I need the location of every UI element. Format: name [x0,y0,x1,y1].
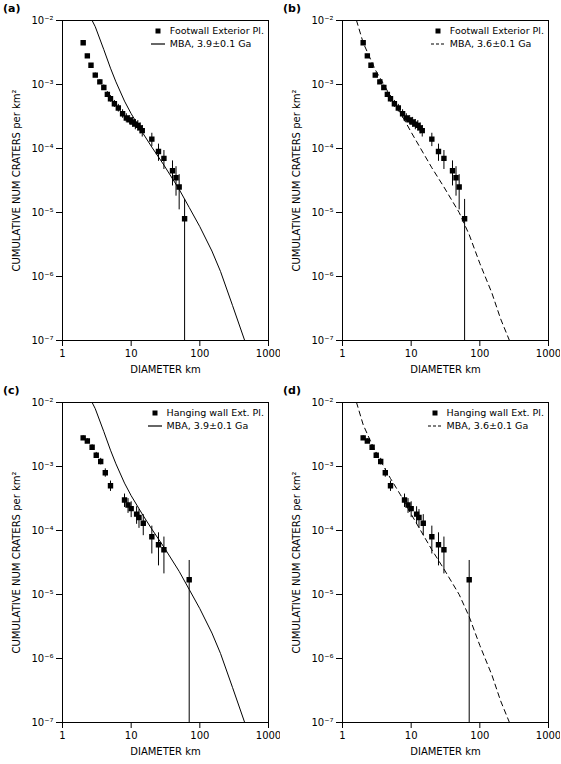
svg-text:10⁻³: 10⁻³ [311,461,333,472]
html-text:(d): (d) [283,384,301,397]
svg-text:100: 100 [190,348,209,359]
html-text:(b): (b) [283,2,301,15]
svg-text:10⁻⁶: 10⁻⁶ [31,653,53,664]
svg-text:10⁻⁶: 10⁻⁶ [31,271,53,282]
html-text:Hanging wall Ext. Pl.: Hanging wall Ext. Pl. [166,407,264,418]
svg-text:1000: 1000 [536,348,560,359]
html-text:MBA, 3.6±0.1 Ga: MBA, 3.6±0.1 Ga [449,38,532,49]
svg-text:10: 10 [405,730,418,741]
svg-text:10: 10 [405,348,418,359]
svg-text:1000: 1000 [536,730,560,741]
svg-text:10⁻⁷: 10⁻⁷ [311,717,333,728]
svg-text:CUMULATIVE NUM CRATERS per km²: CUMULATIVE NUM CRATERS per km² [11,90,22,272]
svg-text:10⁻²: 10⁻² [31,15,53,26]
svg-text:10⁻⁵: 10⁻⁵ [31,589,53,600]
svg-text:10⁻²: 10⁻² [31,397,53,408]
svg-text:DIAMETER km: DIAMETER km [410,746,481,757]
svg-text:CUMULATIVE NUM CRATERS per km²: CUMULATIVE NUM CRATERS per km² [291,90,302,272]
svg-text:1: 1 [59,730,65,741]
svg-text:1000: 1000 [256,730,280,741]
html-text:(a): (a) [3,2,21,15]
svg-text:10⁻⁵: 10⁻⁵ [311,589,333,600]
svg-text:CUMULATIVE NUM CRATERS per km²: CUMULATIVE NUM CRATERS per km² [291,472,302,654]
html-text:Hanging wall Ext. Pl.: Hanging wall Ext. Pl. [446,407,544,418]
svg-text:10⁻³: 10⁻³ [311,79,333,90]
html-text:(c): (c) [3,384,20,397]
svg-text:10⁻²: 10⁻² [311,397,333,408]
svg-text:10⁻⁴: 10⁻⁴ [31,143,53,154]
svg-text:10⁻⁶: 10⁻⁶ [311,271,333,282]
svg-text:10⁻³: 10⁻³ [31,461,53,472]
html-text:MBA, 3.9±0.1 Ga: MBA, 3.9±0.1 Ga [169,38,252,49]
svg-text:100: 100 [470,348,489,359]
svg-text:10⁻⁴: 10⁻⁴ [31,525,53,536]
svg-text:10⁻⁷: 10⁻⁷ [311,335,333,346]
html-text:MBA, 3.6±0.1 Ga: MBA, 3.6±0.1 Ga [446,420,529,431]
svg-text:10⁻⁴: 10⁻⁴ [311,143,333,154]
svg-text:1: 1 [339,348,345,359]
svg-text:10⁻²: 10⁻² [311,15,333,26]
html-text:Footwall Exterior Pl.: Footwall Exterior Pl. [449,25,544,36]
svg-text:DIAMETER km: DIAMETER km [130,746,201,757]
svg-text:100: 100 [190,730,209,741]
svg-text:DIAMETER km: DIAMETER km [130,364,201,375]
html-text:MBA, 3.9±0.1 Ga: MBA, 3.9±0.1 Ga [166,420,249,431]
svg-text:10⁻⁷: 10⁻⁷ [31,717,53,728]
svg-text:100: 100 [470,730,489,741]
svg-text:10⁻⁷: 10⁻⁷ [31,335,53,346]
svg-text:10⁻⁶: 10⁻⁶ [311,653,333,664]
svg-text:10⁻³: 10⁻³ [31,79,53,90]
svg-text:10⁻⁵: 10⁻⁵ [31,207,53,218]
html-text:Footwall Exterior Pl.: Footwall Exterior Pl. [169,25,264,36]
svg-text:1000: 1000 [256,348,280,359]
svg-text:10⁻⁴: 10⁻⁴ [311,525,333,536]
svg-text:1: 1 [339,730,345,741]
svg-text:DIAMETER km: DIAMETER km [410,364,481,375]
svg-text:1: 1 [59,348,65,359]
svg-text:CUMULATIVE NUM CRATERS per km²: CUMULATIVE NUM CRATERS per km² [11,472,22,654]
svg-text:10⁻⁵: 10⁻⁵ [311,207,333,218]
svg-text:10: 10 [125,348,138,359]
svg-text:10: 10 [125,730,138,741]
